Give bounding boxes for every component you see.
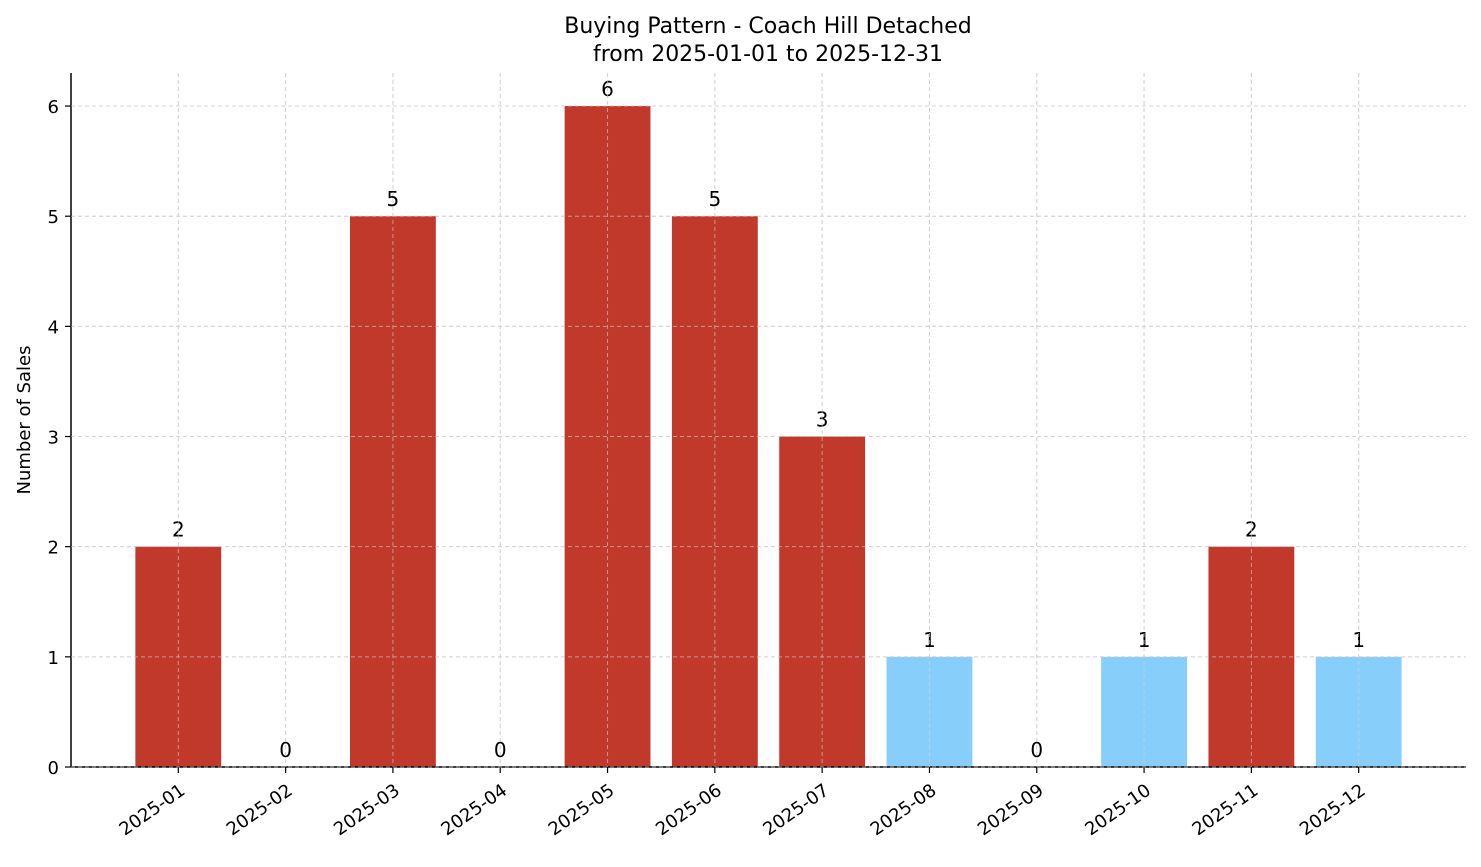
x-tick-label: 2025-11 xyxy=(1189,780,1263,840)
y-axis-label: Number of Sales xyxy=(14,345,35,494)
data-label: 1 xyxy=(1352,628,1365,652)
x-tick-label: 2025-06 xyxy=(652,780,726,840)
x-tick-label: 2025-10 xyxy=(1081,780,1155,840)
data-label: 1 xyxy=(923,628,936,652)
x-tick-label: 2025-07 xyxy=(759,780,833,840)
x-tick-label: 2025-12 xyxy=(1296,780,1370,840)
chart-subtitle: from 2025-01-01 to 2025-12-31 xyxy=(593,42,943,67)
x-tick-label: 2025-03 xyxy=(330,780,404,840)
grid xyxy=(71,73,1466,768)
chart-title: Buying Pattern - Coach Hill Detached xyxy=(564,14,971,39)
data-label: 0 xyxy=(1030,738,1043,762)
y-tick-label: 4 xyxy=(48,317,59,338)
y-tick-label: 2 xyxy=(48,538,59,559)
x-tick-label: 2025-01 xyxy=(116,780,190,840)
x-tick-label: 2025-04 xyxy=(437,780,511,840)
x-tick-label: 2025-05 xyxy=(545,780,619,840)
y-tick-label: 0 xyxy=(48,758,59,779)
y-tick-label: 1 xyxy=(48,648,59,669)
data-label: 0 xyxy=(494,738,507,762)
y-tick-label: 6 xyxy=(48,97,59,118)
x-tick-label: 2025-02 xyxy=(223,780,297,840)
data-label: 0 xyxy=(279,738,292,762)
x-tick-label: 2025-08 xyxy=(867,780,941,840)
y-tick-label: 3 xyxy=(48,428,59,449)
data-label: 1 xyxy=(1138,628,1151,652)
x-tick-label: 2025-09 xyxy=(974,780,1048,840)
y-tick-label: 5 xyxy=(48,207,59,228)
